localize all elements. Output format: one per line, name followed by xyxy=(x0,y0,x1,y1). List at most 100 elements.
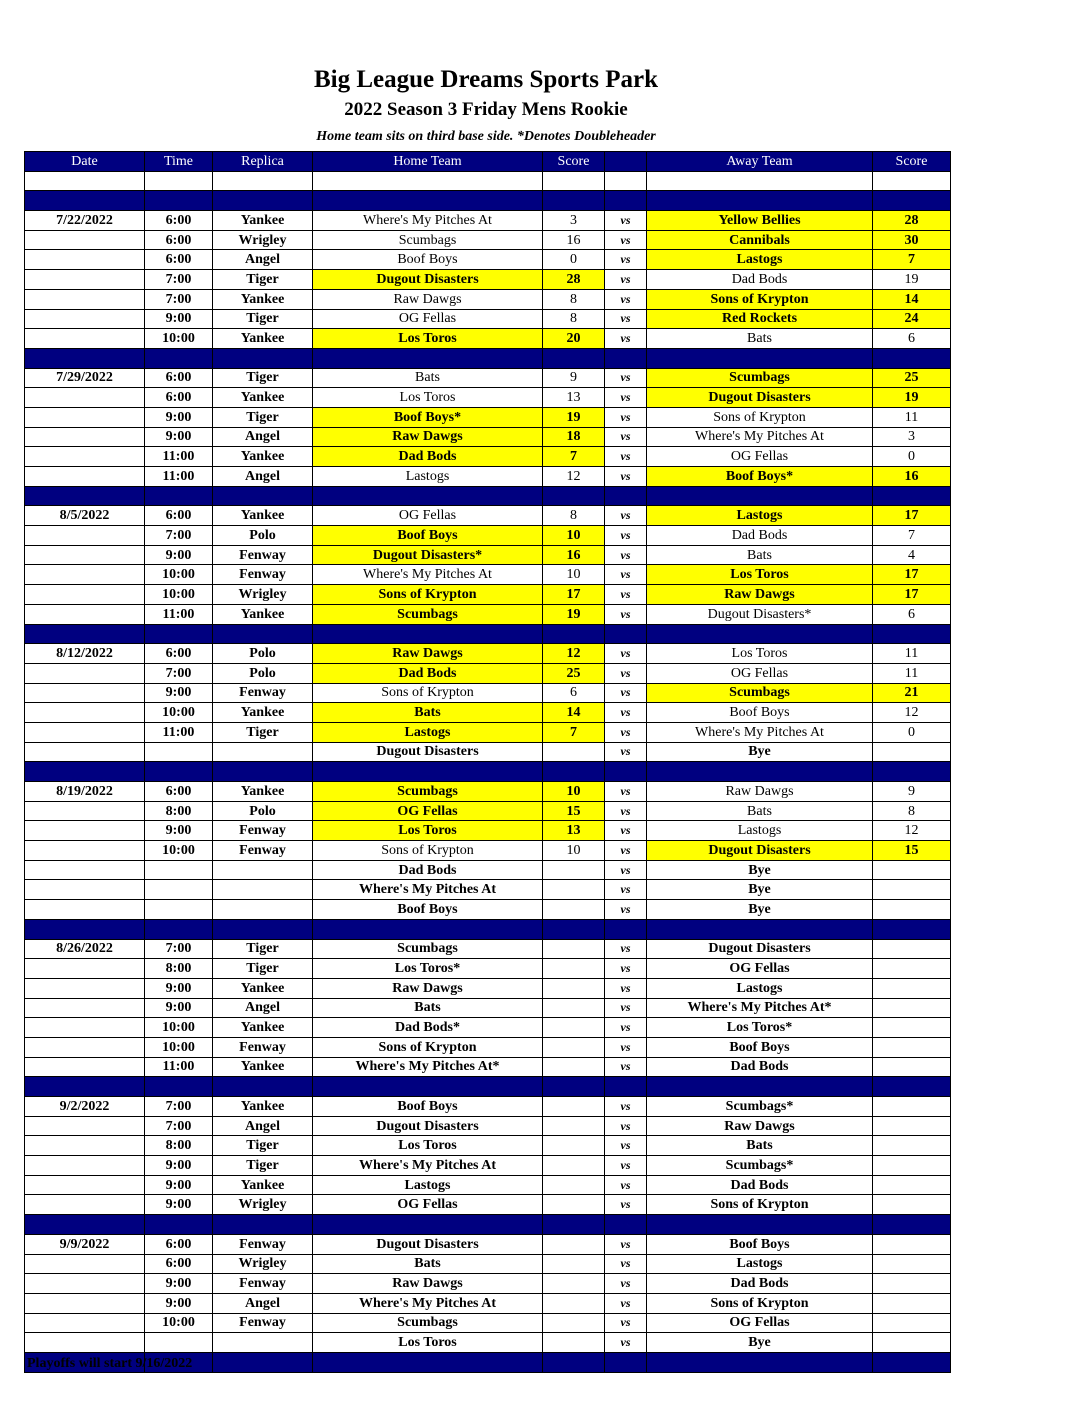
home-team-cell: Scumbags xyxy=(312,229,543,251)
vs-cell: vs xyxy=(604,288,647,310)
game-row: 10:00 Fenway Scumbags vs OG Fellas xyxy=(24,1312,951,1334)
col-vs xyxy=(604,151,647,172)
away-score-cell xyxy=(872,1056,951,1078)
home-team-cell: Sons of Krypton xyxy=(312,840,543,861)
away-score-cell xyxy=(872,1115,951,1137)
away-team-cell: Lastogs xyxy=(646,820,873,842)
date-cell xyxy=(24,190,145,212)
away-team-cell: Dad Bods xyxy=(646,525,873,546)
home-team-cell: Boof Boys xyxy=(312,249,543,271)
away-score-cell xyxy=(872,1017,951,1038)
away-score-cell: 11 xyxy=(872,406,951,428)
vs-cell: vs xyxy=(604,1155,647,1176)
game-row: 8:00 Tiger Los Toros vs Bats xyxy=(24,1135,951,1157)
week-separator xyxy=(24,918,951,940)
away-score-cell: 25 xyxy=(872,367,951,389)
game-row: 9:00 Fenway Dugout Disasters* 16 vs Bats 4 xyxy=(24,544,951,566)
game-row: 7:00 Tiger Dugout Disasters 28 vs Dad Bods 19 xyxy=(24,269,951,290)
home-score-cell xyxy=(542,1214,605,1235)
col-time: Time xyxy=(144,151,213,172)
date-cell xyxy=(24,485,145,507)
replica-cell: Yankee xyxy=(212,1096,313,1117)
replica-cell: Fenway xyxy=(212,564,313,586)
vs-cell: vs xyxy=(604,328,647,349)
away-team-cell: Bye xyxy=(646,899,873,920)
vs-cell: vs xyxy=(604,859,647,881)
time-cell: 6:00 xyxy=(144,229,213,251)
home-score-cell: 25 xyxy=(542,662,605,684)
time-cell xyxy=(144,918,213,940)
replica-cell: Tiger xyxy=(212,308,313,330)
game-row: 9/9/2022 6:00 Fenway Dugout Disasters vs Boof… xyxy=(24,1233,951,1255)
replica-cell: Tiger xyxy=(212,958,313,979)
home-score-cell: 7 xyxy=(542,446,605,467)
away-team-cell xyxy=(646,190,873,212)
time-cell xyxy=(144,485,213,507)
away-team-cell: Sons of Krypton xyxy=(646,406,873,428)
away-score-cell: 11 xyxy=(872,662,951,684)
away-team-cell: OG Fellas xyxy=(646,662,873,684)
replica-cell: Tiger xyxy=(212,406,313,428)
header-row: Date Time Replica Home Team Score Away T… xyxy=(24,151,951,172)
vs-cell: vs xyxy=(604,1292,647,1314)
vs-cell xyxy=(604,918,647,940)
home-score-cell: 10 xyxy=(542,525,605,546)
time-cell xyxy=(144,741,213,763)
home-score-cell: 18 xyxy=(542,426,605,448)
replica-cell: Yankee xyxy=(212,702,313,723)
away-score-cell: 28 xyxy=(872,210,951,231)
away-team-cell: Bye xyxy=(646,741,873,763)
home-team-cell: Los Toros xyxy=(312,328,543,349)
vs-cell: vs xyxy=(604,1253,647,1275)
home-team-cell xyxy=(312,761,543,782)
game-row: 7/22/2022 6:00 Yankee Where's My Pitches At… xyxy=(24,210,951,231)
away-team-cell: Boof Boys* xyxy=(646,466,873,487)
away-team-cell: Dad Bods xyxy=(646,1174,873,1196)
home-score-cell xyxy=(542,977,605,999)
vs-cell: vs xyxy=(604,564,647,586)
date-cell xyxy=(24,564,145,586)
away-team-cell: Los Toros xyxy=(646,564,873,586)
vs-cell: vs xyxy=(604,879,647,901)
game-row: 7:00 Angel Dugout Disasters vs Raw Dawgs xyxy=(24,1115,951,1137)
home-team-cell: Lastogs xyxy=(312,721,543,743)
home-team-cell: Raw Dawgs xyxy=(312,643,543,664)
away-score-cell: 16 xyxy=(872,466,951,487)
game-row: 9/2/2022 7:00 Yankee Boof Boys vs Scumbags* xyxy=(24,1096,951,1117)
date-cell xyxy=(24,347,145,369)
away-team-cell: Bye xyxy=(646,859,873,881)
home-score-cell xyxy=(542,347,605,369)
home-score-cell xyxy=(542,859,605,881)
game-row: 10:00 Wrigley Sons of Krypton 17 vs Raw Dawgs… xyxy=(24,584,951,605)
away-score-cell xyxy=(872,918,951,940)
vs-cell xyxy=(604,1351,647,1373)
away-team-cell: Scumbags xyxy=(646,367,873,389)
home-score-cell xyxy=(542,1076,605,1097)
home-team-cell: Lastogs xyxy=(312,1174,543,1196)
vs-cell: vs xyxy=(604,1056,647,1078)
home-score-cell xyxy=(542,918,605,940)
date-cell xyxy=(24,741,145,763)
replica-cell: Tiger xyxy=(212,367,313,389)
game-row: 7:00 Polo Boof Boys 10 vs Dad Bods 7 xyxy=(24,525,951,546)
away-score-cell xyxy=(872,938,951,960)
date-cell: 7/29/2022 xyxy=(24,367,145,389)
time-cell: 9:00 xyxy=(144,997,213,1019)
time-cell: 9:00 xyxy=(144,308,213,330)
home-team-cell: Bats xyxy=(312,1253,543,1275)
home-score-cell xyxy=(542,938,605,960)
game-row: 8/12/2022 6:00 Polo Raw Dawgs 12 vs Los Toros 1… xyxy=(24,643,951,664)
away-team-cell: Bats xyxy=(646,544,873,566)
col-date: Date xyxy=(24,151,145,172)
date-cell xyxy=(24,1312,145,1334)
date-cell xyxy=(24,958,145,979)
replica-cell xyxy=(212,485,313,507)
away-team-cell: Sons of Krypton xyxy=(646,288,873,310)
game-row: 9:00 Yankee Lastogs vs Dad Bods xyxy=(24,1174,951,1196)
vs-cell: vs xyxy=(604,741,647,763)
replica-cell: Angel xyxy=(212,466,313,487)
date-cell xyxy=(24,269,145,290)
time-cell: 10:00 xyxy=(144,564,213,586)
home-score-cell xyxy=(542,1017,605,1038)
game-row: Los Toros vs Bye xyxy=(24,1332,951,1353)
